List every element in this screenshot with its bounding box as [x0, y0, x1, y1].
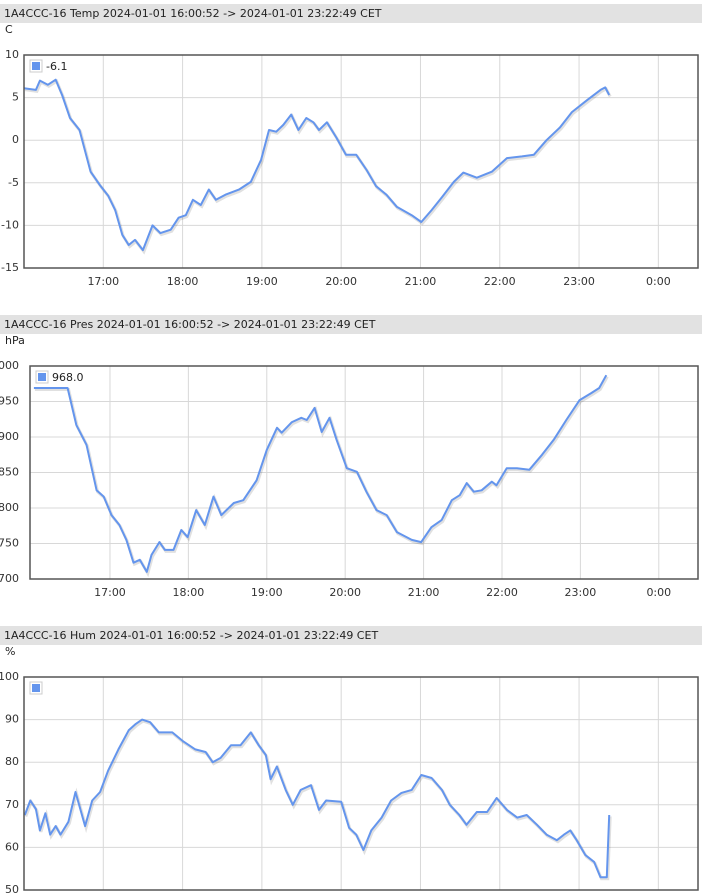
y-tick-label: 60 — [5, 840, 19, 853]
y-tick-label: -15 — [1, 261, 19, 274]
y-tick-label: 750 — [0, 537, 19, 550]
legend-swatch — [32, 684, 40, 692]
y-tick-label: 5 — [12, 91, 19, 104]
x-tick-label: 18:00 — [167, 275, 199, 288]
y-tick-label: 0 — [12, 133, 19, 146]
y-tick-label: -10 — [1, 218, 19, 231]
data-line — [23, 718, 611, 879]
header-bar — [0, 626, 702, 645]
x-tick-label: 21:00 — [405, 275, 437, 288]
chart-panel: 1A4CCC-16 Pres 2024-01-01 16:00:52 -> 20… — [0, 315, 702, 599]
y-tick-label: 100 — [0, 670, 19, 683]
legend-label: 968.0 — [52, 371, 84, 384]
plot-border — [23, 676, 699, 891]
x-tick-label: 19:00 — [246, 275, 278, 288]
x-tick-label: 23:00 — [563, 275, 595, 288]
x-tick-label: 22:00 — [484, 275, 516, 288]
line-shadow — [24, 719, 612, 881]
header-bar — [0, 4, 702, 23]
x-tick-label: 23:00 — [565, 586, 597, 599]
chart-title: 1A4CCC-16 Hum 2024-01-01 16:00:52 -> 202… — [4, 629, 378, 642]
y-tick-label: 70 — [5, 798, 19, 811]
x-tick-label: 0:00 — [646, 586, 671, 599]
y-tick-label: 850 — [0, 466, 19, 479]
y-tick-label: 900 — [0, 430, 19, 443]
x-tick-label: 21:00 — [408, 586, 440, 599]
y-tick-label: 800 — [0, 501, 19, 514]
unit-label: hPa — [5, 334, 25, 347]
y-tick-label: 80 — [5, 755, 19, 768]
data-line — [23, 78, 611, 252]
legend-label: -6.1 — [46, 60, 67, 73]
unit-label: % — [5, 645, 15, 658]
plot-border — [23, 54, 699, 269]
chart-title: 1A4CCC-16 Temp 2024-01-01 16:00:52 -> 20… — [4, 7, 382, 20]
legend: 968.0 — [35, 370, 84, 384]
x-tick-label: 19:00 — [251, 586, 283, 599]
plot-border — [29, 365, 699, 580]
y-tick-label: 90 — [5, 713, 19, 726]
x-tick-label: 20:00 — [329, 586, 361, 599]
legend: -6.1 — [29, 59, 67, 73]
legend-swatch — [38, 373, 46, 381]
unit-label: C — [5, 23, 13, 36]
chart-panel: 1A4CCC-16 Hum 2024-01-01 16:00:52 -> 202… — [0, 626, 702, 895]
plot-area — [24, 677, 698, 890]
y-tick-label: 950 — [0, 395, 19, 408]
data-line — [33, 374, 608, 573]
header-bar — [0, 315, 702, 334]
y-tick-label: -5 — [8, 176, 19, 189]
chart-panel: 1A4CCC-16 Temp 2024-01-01 16:00:52 -> 20… — [0, 4, 702, 288]
x-tick-label: 0:00 — [646, 275, 671, 288]
x-tick-label: 18:00 — [173, 586, 205, 599]
legend-swatch — [32, 62, 40, 70]
y-tick-label: 700 — [0, 572, 19, 585]
chart-title: 1A4CCC-16 Pres 2024-01-01 16:00:52 -> 20… — [4, 318, 376, 331]
y-tick-label: 1000 — [0, 359, 19, 372]
x-tick-label: 17:00 — [87, 275, 119, 288]
x-tick-label: 17:00 — [94, 586, 126, 599]
x-tick-label: 20:00 — [325, 275, 357, 288]
x-tick-label: 22:00 — [486, 586, 518, 599]
legend — [29, 681, 43, 695]
y-tick-label: 50 — [5, 883, 19, 895]
y-tick-label: 10 — [5, 48, 19, 61]
